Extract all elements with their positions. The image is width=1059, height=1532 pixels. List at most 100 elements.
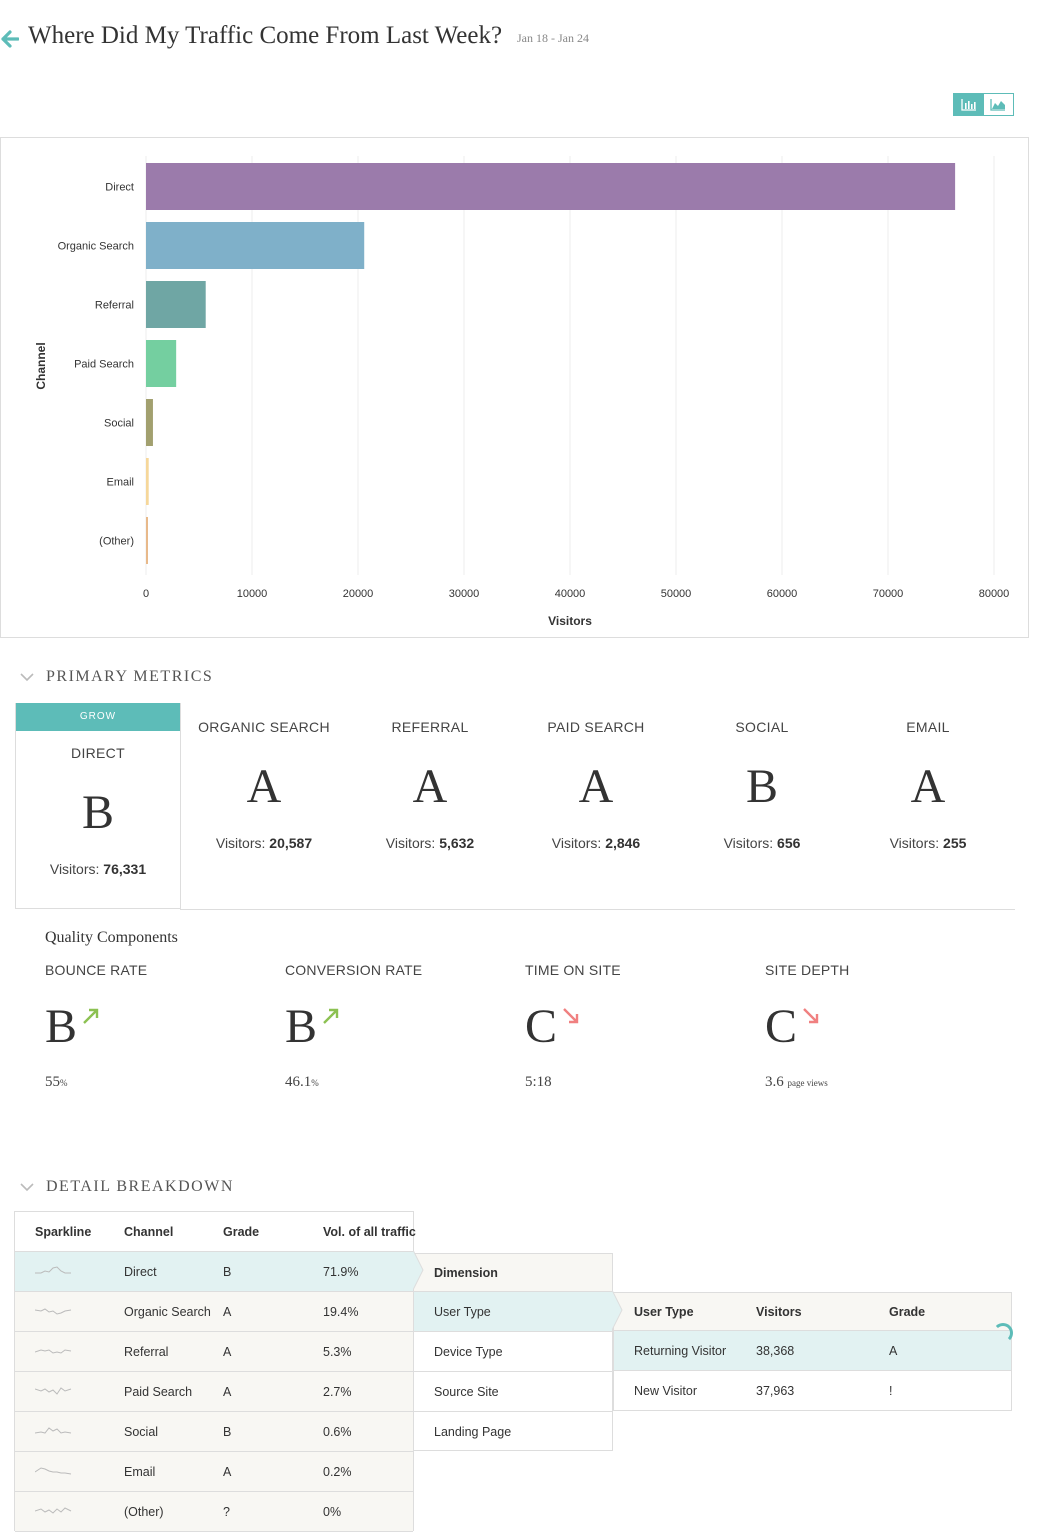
channel-grade: ? [223,1505,230,1519]
table-row[interactable]: Email A 0.2% [15,1452,413,1492]
metric-card-referral[interactable]: REFERRAL A Visitors: 5,632 [347,703,513,851]
metric-card-organic-search[interactable]: ORGANIC SEARCH A Visitors: 20,587 [181,703,347,851]
bar-chart-view-button[interactable] [954,94,984,115]
user-visitors: 37,963 [756,1384,795,1398]
detail-breakdown-toggle[interactable]: DETAIL BREAKDOWN [20,1178,234,1196]
table-row[interactable]: (Other)? 0% [15,1492,413,1532]
primary-metrics-toggle[interactable]: PRIMARY METRICS [20,668,213,686]
quality-grade: B [45,1000,78,1053]
user-type: Returning Visitor [634,1344,727,1358]
traffic-bar-chart: 0 10000 20000 30000 40000 50000 60000 70000 8000… [0,137,1029,638]
bar-direct [146,163,956,210]
channel-name: Paid Search [124,1385,193,1399]
dimension-item[interactable]: Source Site [414,1372,612,1412]
channel-grade: B [223,1425,232,1439]
sparkline [35,1266,71,1274]
metric-card-direct[interactable]: GROW DIRECT B Visitors: 76,331 [15,703,181,909]
channel-volume: 19.4% [323,1305,359,1319]
quality-grade: B [285,1000,318,1053]
x-tick-label: 70000 [873,588,904,600]
channel-name: Referral [124,1345,169,1359]
chevron-down-icon [20,1183,34,1192]
table-row[interactable]: Social B 0.6% [15,1412,413,1452]
channel-name: (Other) [124,1505,164,1519]
table-row[interactable]: Returning Visitor 38,368 A [614,1331,1011,1371]
x-tick-label: 80000 [979,588,1010,600]
area-chart-icon [990,99,1006,111]
bar-chart-icon [961,99,976,111]
table-header: Sparkline Channel Grade Vol. of all traf… [15,1212,416,1252]
grow-tag: GROW [16,703,180,731]
y-tick-label: Organic Search [58,241,134,253]
x-tick-label: 60000 [767,588,798,600]
metric-grade: A [910,760,946,813]
quality-name: CONVERSION RATE [285,962,423,978]
sparkline [35,1349,72,1354]
dimension-item[interactable]: Landing Page [434,1425,512,1439]
dimension-item[interactable]: User Type [414,1292,612,1332]
table-row[interactable]: New Visitor 37,963! [614,1371,1011,1411]
metric-name: REFERRAL [391,719,469,735]
quality-value: 55 [45,1074,60,1090]
table-row[interactable]: Referral A 5.3% [15,1332,413,1372]
quality-time-on-site: TIME ON SITE C 5:18 [525,962,745,1091]
dimension-item[interactable]: Device Type [414,1332,612,1372]
x-tick-label: 10000 [237,588,268,600]
channel-volume: 2.7% [323,1385,352,1399]
trend-up-icon [323,1008,339,1024]
table-header: Dimension [414,1254,612,1292]
channel-volume: 0% [323,1505,342,1519]
y-tick-label: (Other) [99,536,134,548]
table-row[interactable]: Paid Search A 2.7% [15,1372,413,1412]
metric-visitors: Visitors: 2,846 [551,835,641,851]
selection-pointer [413,1250,424,1291]
date-range: Jan 18 - Jan 24 [517,31,589,45]
channel-name: Social [124,1425,159,1439]
sparkline [35,1507,72,1514]
y-axis-label: Channel [34,342,48,389]
channel-grade: B [223,1265,232,1279]
metric-name: SOCIAL [735,719,789,735]
x-axis-label: Visitors [548,614,592,628]
metric-card-paid-search[interactable]: PAID SEARCH A Visitors: 2,846 [513,703,679,851]
metric-visitors: Visitors: 255 [889,835,967,851]
chart-view-toggle [953,93,1014,116]
channel-volume: 0.6% [323,1425,352,1439]
bar-social [146,399,153,446]
metric-grade: A [246,760,282,813]
dimension-table: Dimension User Type Device Type Source Sit… [414,1253,613,1451]
channel-volume: 71.9% [323,1265,359,1279]
sparkline [35,1308,72,1315]
back-arrow-icon[interactable] [1,30,19,48]
metric-grade: A [412,760,448,813]
quality-value: 3.6 [765,1074,784,1090]
y-tick-label: Paid Search [74,359,134,371]
metric-visitors: Visitors: 5,632 [385,835,475,851]
trend-down-icon [803,1008,819,1024]
selection-pointer [612,1290,623,1331]
metric-visitors: Visitors: 76,331 [49,861,147,877]
detail-breakdown-title: DETAIL BREAKDOWN [46,1178,234,1195]
channel-volume: 5.3% [323,1345,352,1359]
metric-card-social[interactable]: SOCIAL B Visitors: 656 [679,703,845,851]
x-tick-label: 40000 [555,588,586,600]
quality-name: TIME ON SITE [525,962,621,978]
chevron-down-icon [20,673,34,682]
channel-name: Organic Search [124,1305,211,1319]
table-row[interactable]: Direct B 71.9% [15,1252,413,1292]
table-header: User Type Visitors Grade [614,1293,1011,1331]
x-tick-label: 50000 [661,588,692,600]
area-chart-view-button[interactable] [984,94,1014,115]
quality-bounce-rate: BOUNCE RATE B 55% [45,962,265,1091]
metric-grade: A [578,760,614,813]
user-grade: ! [889,1384,893,1398]
metric-card-email[interactable]: EMAIL A Visitors: 255 [845,703,1011,851]
channel-name: Direct [124,1265,157,1279]
bar-other [146,517,148,564]
table-row[interactable]: Organic Search A 19.4% [15,1292,413,1332]
sparkline [35,1387,72,1395]
user-grade: A [889,1344,898,1358]
x-tick-label: 0 [143,588,149,600]
quality-value: 46.1 [285,1074,312,1090]
metric-name: EMAIL [906,719,950,735]
